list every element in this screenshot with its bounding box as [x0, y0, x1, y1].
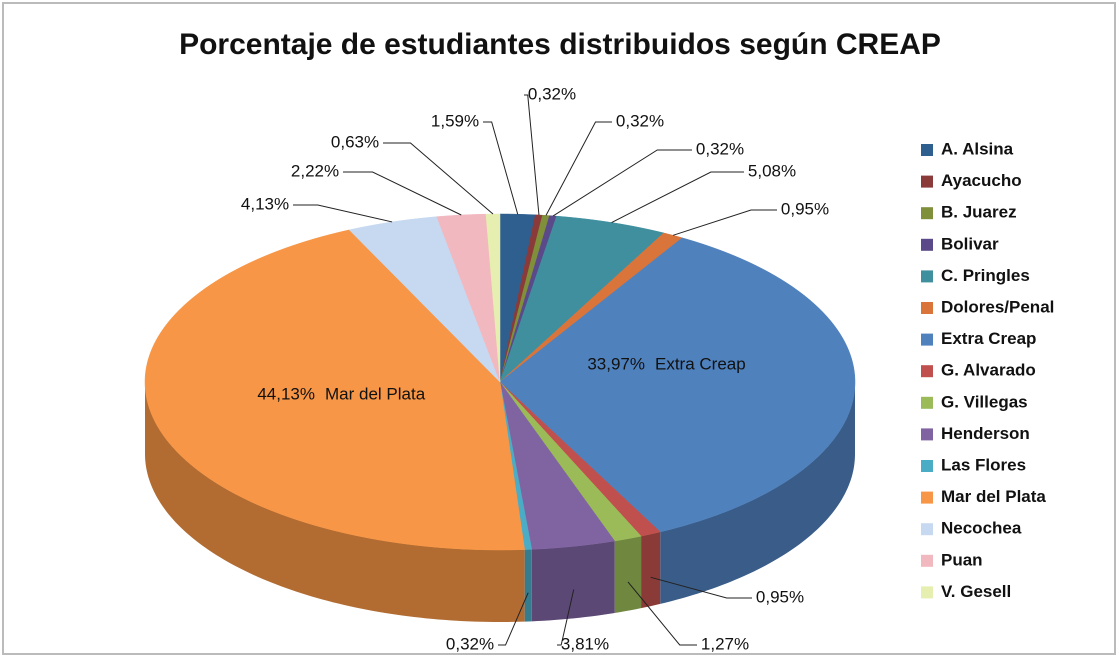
pie-slice	[499, 381, 642, 542]
data-label: 3,81%	[561, 634, 609, 653]
data-label: 0,63%	[331, 132, 379, 151]
legend-label: Ayacucho	[941, 171, 1022, 190]
data-label: 44,13%	[257, 384, 315, 403]
leader-line	[650, 576, 752, 599]
legend-swatch	[921, 144, 933, 156]
data-label: 1,59%	[431, 111, 479, 130]
legend-swatch	[921, 238, 933, 251]
leader-line	[672, 209, 777, 236]
data-label: 5,08%	[748, 161, 796, 180]
legend-swatch	[921, 175, 933, 188]
legend-label: Puan	[941, 550, 983, 569]
data-label: 0,32%	[616, 111, 664, 130]
leader-line	[343, 171, 462, 216]
legend-swatch	[921, 428, 933, 441]
pie-slice	[436, 213, 501, 383]
leader-line	[524, 94, 540, 216]
legend-label: Necochea	[941, 519, 1022, 538]
legend-label: Dolores/Penal	[941, 297, 1054, 316]
legend-label: Henderson	[941, 424, 1030, 443]
data-label-category: Mar del Plata	[325, 384, 426, 403]
data-label: 1,27%	[701, 634, 749, 653]
data-label: 0,95%	[756, 587, 804, 606]
leader-line	[293, 204, 393, 223]
data-label: 0,32%	[696, 139, 744, 158]
leader-line	[557, 589, 575, 646]
legend-label: Extra Creap	[941, 329, 1036, 348]
leader-line	[552, 149, 692, 217]
pie-slice	[485, 213, 501, 383]
data-label-category: Extra Creap	[655, 354, 746, 373]
legend-label: G. Villegas	[941, 392, 1028, 411]
legend-swatch	[921, 523, 933, 536]
legend-swatch	[921, 554, 933, 567]
pie-slice-side	[660, 382, 855, 604]
pie-slice	[499, 237, 856, 533]
leader-line	[383, 142, 494, 215]
legend-swatch	[921, 333, 933, 346]
pie-slice	[499, 381, 616, 550]
legend-label: A. Alsina	[941, 139, 1014, 158]
leader-line	[627, 581, 697, 646]
pie-slice-side	[614, 536, 642, 613]
legend-swatch	[921, 491, 933, 504]
pie-slice	[144, 229, 525, 551]
data-label: 2,22%	[291, 161, 339, 180]
leader-line	[611, 171, 744, 223]
data-label: 4,13%	[241, 194, 289, 213]
legend-label: G. Alvarado	[941, 361, 1036, 380]
legend-label: B. Juarez	[941, 203, 1017, 222]
pie-slice-side	[524, 549, 532, 622]
legend-swatch	[921, 586, 933, 599]
legend-swatch	[921, 302, 933, 314]
chart-title: Porcentaje de estudiantes distribuidos s…	[179, 28, 941, 61]
pie-slice-side	[145, 382, 525, 622]
legend-swatch	[921, 365, 933, 378]
legend-label: Bolivar	[941, 234, 999, 253]
legend-label: V. Gesell	[941, 582, 1011, 601]
pie-slice	[499, 215, 665, 383]
legend-swatch	[921, 460, 933, 472]
data-label: 0,95%	[781, 199, 829, 218]
legend-label: C. Pringles	[941, 266, 1030, 285]
data-label: 0,32%	[528, 84, 576, 103]
pie-slice-side	[531, 540, 615, 622]
legend-swatch	[921, 270, 933, 283]
legend-swatch	[921, 207, 933, 220]
pie-slice-side	[641, 531, 661, 609]
pie-slice	[348, 216, 501, 383]
leader-line	[483, 121, 519, 215]
leader-line	[498, 592, 529, 646]
legend-swatch	[921, 396, 933, 409]
data-label: 33,97%	[587, 354, 645, 373]
leader-line	[545, 121, 612, 216]
legend-label: Mar del Plata	[941, 487, 1046, 506]
data-label: 0,32%	[446, 634, 494, 653]
legend-label: Las Flores	[941, 455, 1026, 474]
